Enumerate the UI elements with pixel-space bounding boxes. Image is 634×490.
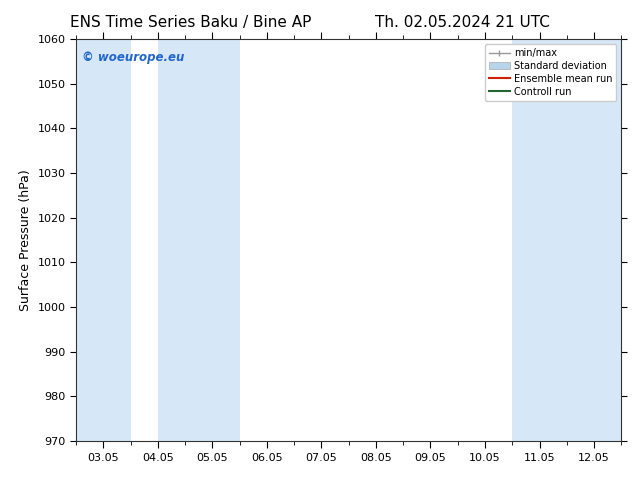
Bar: [158, 39, 240, 441]
Bar: [76, 39, 131, 441]
Legend: min/max, Standard deviation, Ensemble mean run, Controll run: min/max, Standard deviation, Ensemble me…: [485, 44, 616, 100]
Text: ENS Time Series Baku / Bine AP: ENS Time Series Baku / Bine AP: [70, 15, 311, 30]
Bar: [594, 39, 621, 441]
Text: Th. 02.05.2024 21 UTC: Th. 02.05.2024 21 UTC: [375, 15, 550, 30]
Y-axis label: Surface Pressure (hPa): Surface Pressure (hPa): [19, 169, 32, 311]
Text: © woeurope.eu: © woeurope.eu: [82, 51, 184, 64]
Bar: [512, 39, 594, 441]
